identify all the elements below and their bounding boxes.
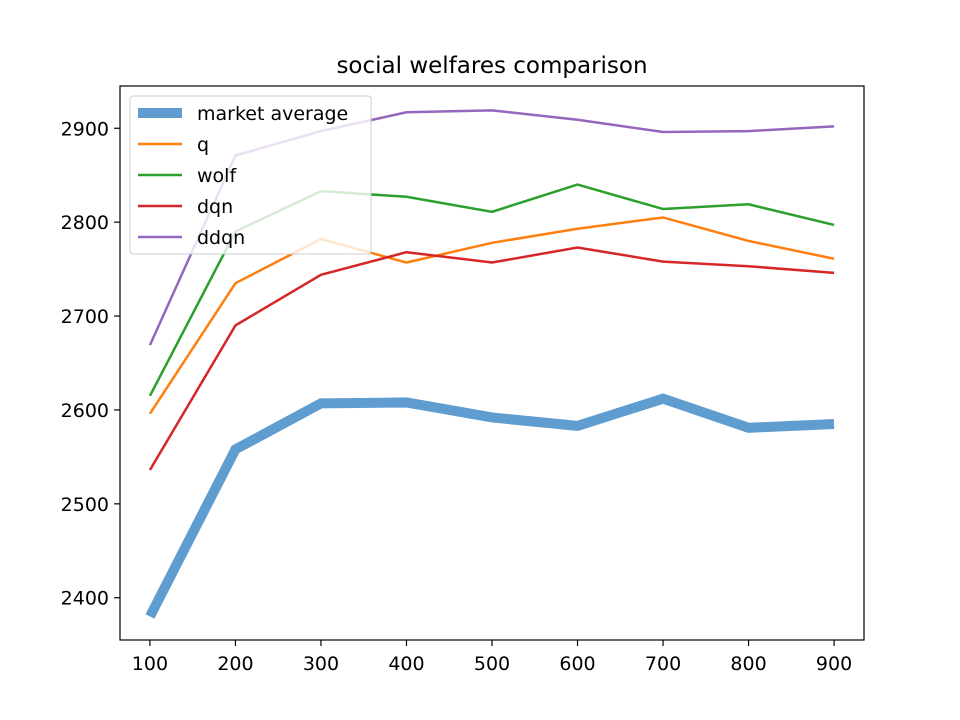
x-tick-label: 200 xyxy=(217,653,253,675)
series-line-q xyxy=(148,216,835,415)
y-tick-label: 2900 xyxy=(61,118,109,140)
x-tick-label: 900 xyxy=(816,653,852,675)
y-tick-label: 2800 xyxy=(61,212,109,234)
legend: market average q wolf dqn ddqn xyxy=(129,95,372,255)
x-tick-label: 500 xyxy=(474,653,510,675)
y-axis: 2400 2500 2600 2700 2800 2900 xyxy=(61,118,120,610)
x-axis: 100 200 300 400 500 600 700 800 900 xyxy=(132,640,852,675)
x-tick-label: 400 xyxy=(388,653,424,675)
y-tick-label: 2500 xyxy=(61,494,109,516)
legend-box xyxy=(129,95,372,255)
series-line-dqn xyxy=(148,246,835,471)
y-tick-label: 2400 xyxy=(61,588,109,610)
chart-title: social welfares comparison xyxy=(336,53,647,79)
y-tick-label: 2600 xyxy=(61,400,109,422)
legend-label: wolf xyxy=(197,165,237,187)
x-tick-label: 700 xyxy=(645,653,681,675)
series-line-market-average xyxy=(145,393,835,619)
x-tick-label: 300 xyxy=(303,653,339,675)
y-tick-label: 2700 xyxy=(61,306,109,328)
legend-label: q xyxy=(197,134,209,156)
x-tick-label: 800 xyxy=(730,653,766,675)
x-tick-label: 600 xyxy=(559,653,595,675)
legend-label: market average xyxy=(197,103,348,125)
x-tick-label: 100 xyxy=(132,653,168,675)
legend-label: ddqn xyxy=(197,227,245,249)
legend-label: dqn xyxy=(197,196,233,218)
